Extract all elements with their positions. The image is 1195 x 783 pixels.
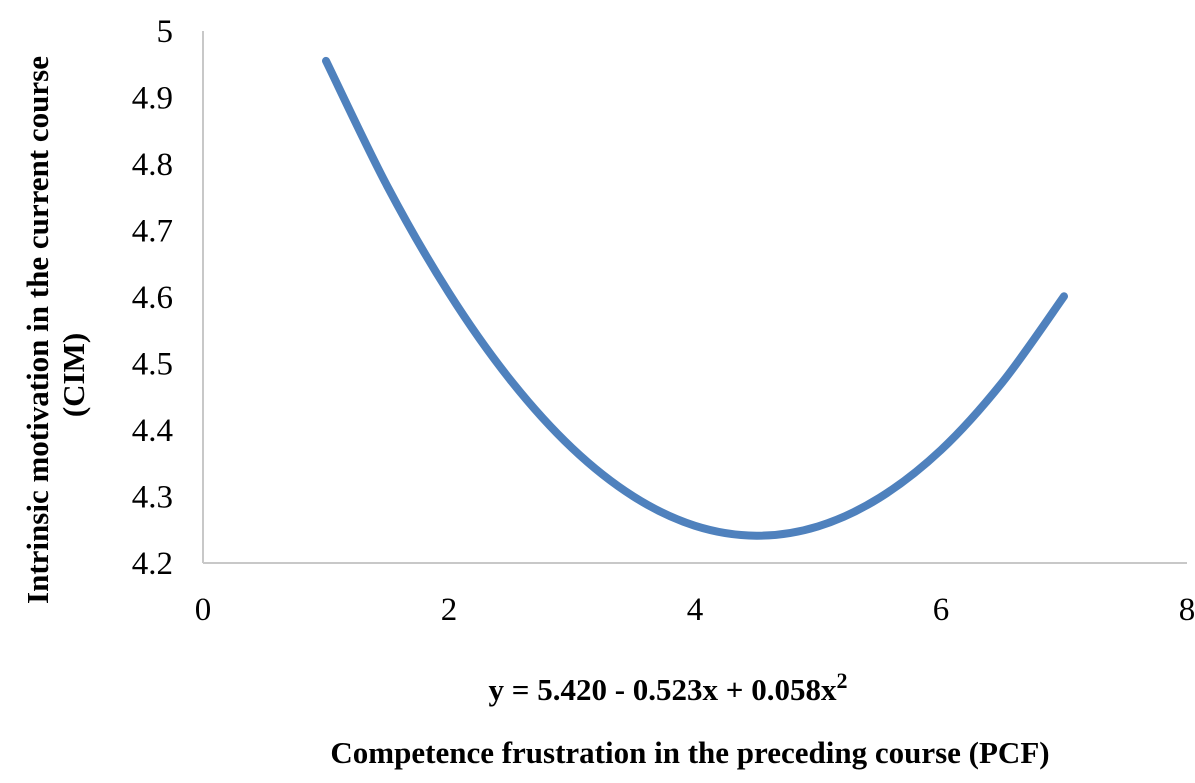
x-tick-label: 4 <box>687 592 704 628</box>
x-tick-label: 0 <box>195 592 212 628</box>
y-axis-title-line-1: Intrinsic motivation in the current cour… <box>20 56 55 604</box>
x-tick-labels: 0 2 4 6 8 <box>195 592 1195 628</box>
x-tick-label: 6 <box>933 592 950 628</box>
y-tick-label: 4.7 <box>132 214 173 250</box>
y-tick-labels: 4.2 4.3 4.4 4.5 4.6 4.7 4.8 4.9 5 <box>132 14 173 582</box>
x-tick-label: 2 <box>441 592 458 628</box>
y-tick-label: 4.9 <box>132 81 173 117</box>
x-axis-title: Competence frustration in the preceding … <box>330 735 1049 770</box>
equation-superscript: 2 <box>836 668 847 693</box>
series-layer <box>322 56 1068 540</box>
y-axis-title-line-2: (CIM) <box>56 333 91 417</box>
y-tick-label: 4.5 <box>132 347 173 383</box>
equation-base: y = 5.420 - 0.523x + 0.058x <box>489 672 837 707</box>
y-tick-label: 4.8 <box>132 147 173 183</box>
y-tick-label: 4.6 <box>132 280 173 316</box>
y-tick-label: 4.2 <box>132 546 173 582</box>
regression-equation: y = 5.420 - 0.523x + 0.058x2 <box>489 668 848 707</box>
x-tick-label: 8 <box>1179 592 1195 628</box>
fitted-curve-line <box>322 56 1068 540</box>
y-tick-label: 4.4 <box>132 413 173 449</box>
y-tick-label: 4.3 <box>132 480 173 516</box>
y-tick-label: 5 <box>157 14 174 50</box>
